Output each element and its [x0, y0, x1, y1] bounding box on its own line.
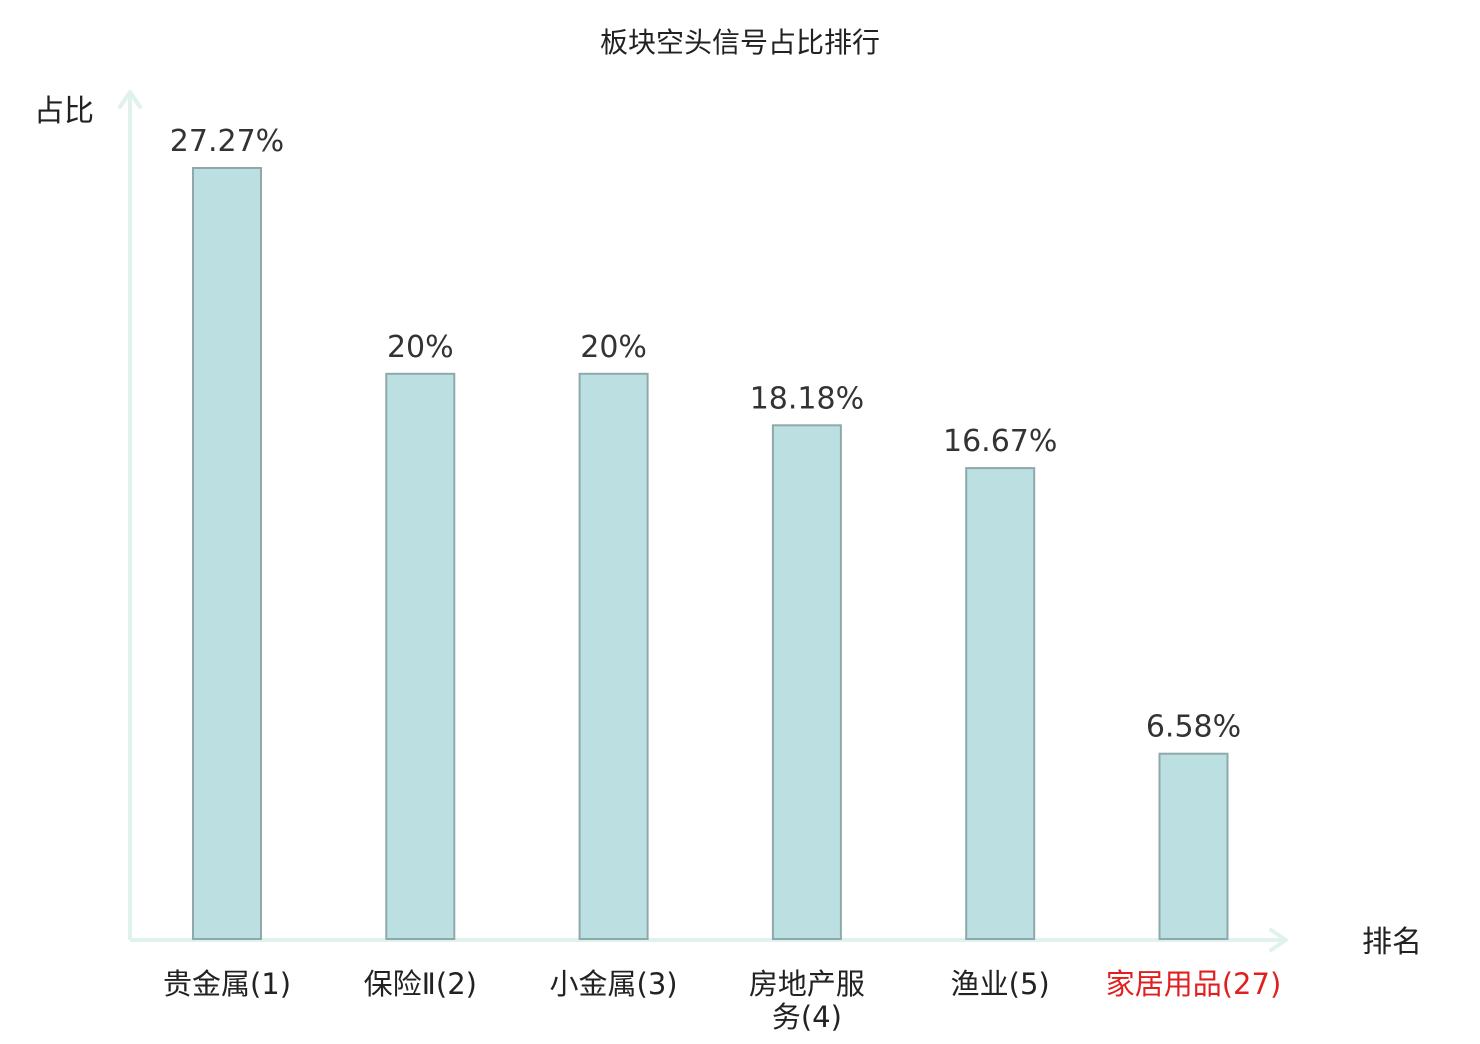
- y-axis-label: 占比: [34, 94, 94, 129]
- bar-value-label: 16.67%: [943, 424, 1057, 459]
- x-tick-label-line: 房地产服: [749, 967, 865, 1001]
- bar-value-label: 6.58%: [1146, 710, 1241, 745]
- x-tick-label: 房地产服务(4): [749, 967, 865, 1034]
- bar-value-label: 20%: [387, 330, 454, 365]
- x-tick-label-line: 保险Ⅱ(2): [364, 967, 477, 1001]
- x-tick-label: 家居用品(27): [1106, 967, 1282, 1001]
- x-tick-label: 保险Ⅱ(2): [364, 967, 477, 1001]
- bar: [1158, 752, 1229, 941]
- bar-value-label: 20%: [580, 330, 647, 365]
- x-tick-label-line: 小金属(3): [550, 967, 678, 1001]
- bars-group: [192, 167, 1229, 941]
- bar: [965, 467, 1036, 940]
- x-tick-label: 贵金属(1): [163, 967, 291, 1001]
- bar: [771, 424, 842, 940]
- bar: [385, 372, 456, 940]
- bar: [192, 167, 262, 940]
- bar: [578, 372, 649, 940]
- x-tick-label-line: 家居用品(27): [1106, 967, 1282, 1001]
- x-axis-arrow: [1269, 928, 1288, 952]
- bar-value-label: 27.27%: [170, 124, 284, 159]
- x-tick-label-line: 务(4): [772, 1000, 842, 1034]
- x-tick-label: 小金属(3): [550, 967, 678, 1001]
- y-axis-arrow: [118, 90, 142, 109]
- x-axis-label: 排名: [1362, 925, 1422, 960]
- x-tick-label-line: 贵金属(1): [163, 967, 291, 1001]
- x-tick-label: 渔业(5): [951, 967, 1050, 1001]
- chart-title: 板块空头信号占比排行: [600, 26, 880, 59]
- value-labels-group: 27.27% 20% 20% 18.18% 16.67% 6.58%: [170, 124, 1241, 745]
- x-tick-labels-group: 贵金属(1) 保险Ⅱ(2) 小金属(3) 房地产服务(4) 渔业(5) 家居用品(27): [163, 967, 1281, 1034]
- x-tick-label-line: 渔业(5): [951, 967, 1050, 1001]
- bar-value-label: 18.18%: [750, 381, 864, 416]
